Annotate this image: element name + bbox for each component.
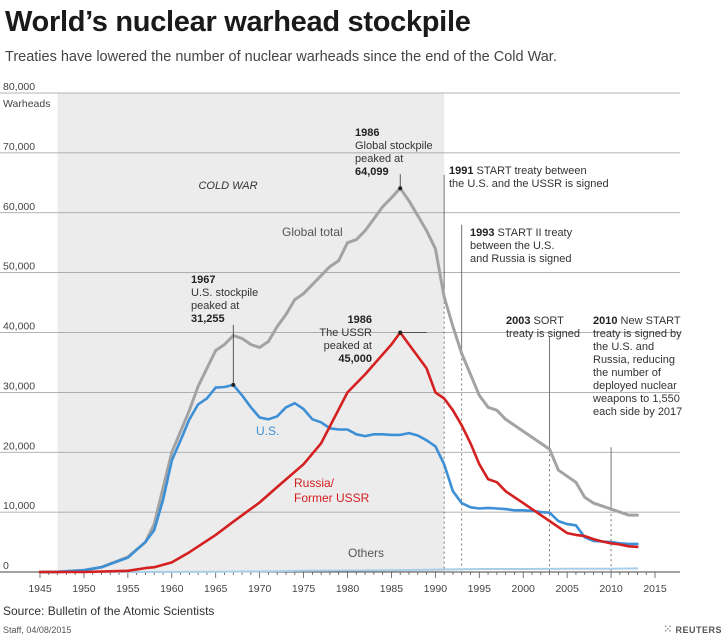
annotation-line: deployed nuclear [593, 380, 677, 392]
reuters-logo: ⁙ REUTERS [664, 624, 722, 635]
x-tick-label: 1960 [160, 583, 184, 595]
annotation-line: START II treaty [494, 227, 572, 239]
series-label-line: Global total [282, 225, 343, 239]
x-tick-label: 2005 [555, 583, 579, 595]
series-label-line: Russia/ [294, 476, 335, 490]
series-lines [38, 186, 639, 574]
y-tick-label: 30,000 [3, 380, 35, 392]
annotation-line: 1967 [191, 274, 215, 286]
chart-subtitle: Treaties have lowered the number of nucl… [5, 49, 557, 65]
annotation-year: 1993 [470, 227, 494, 239]
annotation-line: 1986 [355, 127, 379, 139]
annotation-line: The USSR [319, 327, 372, 339]
series-line-others [39, 567, 639, 573]
annotation-line: treaty is signed by [593, 328, 682, 340]
series-label-us: U.S. [256, 424, 279, 438]
series-label-line: U.S. [256, 424, 279, 438]
annotation-line: Russia, reducing [593, 354, 675, 366]
x-tick-label: 1980 [336, 583, 360, 595]
annotation-line: and Russia is signed [470, 253, 572, 265]
annotation-line: treaty is signed [506, 328, 580, 340]
annotation-year: 1991 [449, 165, 473, 177]
annotation-line: peaked at [324, 340, 372, 352]
series-line-russia [38, 331, 639, 574]
annotation-us-peak: 1967 U.S. stockpile peaked at 31,255 [191, 274, 258, 325]
series-label-global: Global total [282, 225, 343, 239]
annotation-line: U.S. stockpile [191, 287, 258, 299]
series-line-us [38, 383, 639, 574]
reuters-dots-icon: ⁙ [663, 624, 673, 635]
annotation-start1: 1991 START treaty between the U.S. and th… [449, 165, 609, 190]
annotation-line: 1986 [348, 314, 372, 326]
y-axis-label: Warheads [3, 98, 50, 110]
series-label-line: Others [348, 546, 384, 560]
gridlines [0, 92, 680, 513]
annotation-line: each side by 2017 [593, 406, 682, 418]
annotation-year: 2010 [593, 315, 617, 327]
x-tick-label: 2015 [643, 583, 667, 595]
y-tick-label: 40,000 [3, 321, 35, 333]
y-tick-label: 0 [3, 560, 9, 572]
annotation-line: 64,099 [355, 166, 389, 178]
cold-war-label: COLD WAR [198, 180, 257, 192]
source-note: Source: Bulletin of the Atomic Scientist… [3, 604, 215, 618]
y-tick-label: 80,000 [3, 81, 35, 93]
x-tick-label: 1985 [380, 583, 404, 595]
y-tick-label: 20,000 [3, 440, 35, 452]
treaty-guides [443, 174, 612, 572]
x-tick-label: 1995 [468, 583, 492, 595]
x-tick-label: 1955 [116, 583, 140, 595]
chart-title: World’s nuclear warhead stockpile [5, 6, 471, 38]
x-axis: 1945 1950 1955 1960 1965 1970 1975 1980 1985 1990… [0, 571, 680, 595]
x-tick-label: 1965 [204, 583, 228, 595]
annotation-year: 2003 [506, 315, 530, 327]
credit-line: Staff, 04/08/2015 [3, 625, 72, 635]
annotation-line: START treaty between [473, 165, 586, 177]
x-tick-label: 2010 [599, 583, 623, 595]
annotation-line: weapons to 1,550 [592, 393, 680, 405]
annotation-line: the number of [593, 367, 662, 379]
series-label-others: Others [348, 546, 384, 560]
stockpile-line-chart: 0 10,000 20,000 30,000 40,000 50,000 60,000 70,… [0, 81, 682, 595]
x-tick-label: 1950 [72, 583, 96, 595]
y-tick-label: 10,000 [3, 500, 35, 512]
peak-markers [231, 174, 427, 387]
annotation-global-peak: 1986 Global stockpile peaked at 64,099 [355, 127, 433, 178]
annotation-line: the U.S. and [593, 341, 654, 353]
y-tick-label: 60,000 [3, 201, 35, 213]
annotation-ussr-peak: 1986 The USSR peaked at 45,000 [319, 314, 372, 365]
peak-marker [231, 382, 236, 387]
y-tick-label: 70,000 [3, 141, 35, 153]
annotation-line: Global stockpile [355, 140, 433, 152]
logo-text: REUTERS [675, 624, 722, 635]
annotation-line: SORT [530, 315, 564, 327]
annotation-line: between the U.S. [470, 240, 554, 252]
x-tick-label: 1945 [28, 583, 52, 595]
annotation-line: 31,255 [191, 313, 225, 325]
y-axis-ticks: 0 10,000 20,000 30,000 40,000 50,000 60,000 70,… [3, 81, 35, 572]
x-tick-label: 1975 [292, 583, 316, 595]
x-tick-label: 1990 [424, 583, 448, 595]
series-label-line: Former USSR [294, 491, 370, 505]
series-label-russia: Russia/Former USSR [294, 476, 370, 505]
x-tick-label: 1970 [248, 583, 272, 595]
annotation-start2: 1993 START II treaty between the U.S. and … [470, 227, 573, 265]
annotation-line: 45,000 [338, 353, 372, 365]
annotation-line: peaked at [191, 300, 239, 312]
y-tick-label: 50,000 [3, 261, 35, 273]
annotation-line: New START [617, 315, 680, 327]
peak-marker [398, 186, 403, 191]
series-line-global [38, 186, 639, 574]
annotation-line: the U.S. and the USSR is signed [449, 178, 609, 190]
annotation-sort: 2003 SORT treaty is signed [506, 315, 580, 340]
x-tick-label: 2000 [512, 583, 536, 595]
annotation-line: peaked at [355, 153, 403, 165]
annotation-newstart: 2010 New START treaty is signed by the U.S… [592, 315, 682, 418]
